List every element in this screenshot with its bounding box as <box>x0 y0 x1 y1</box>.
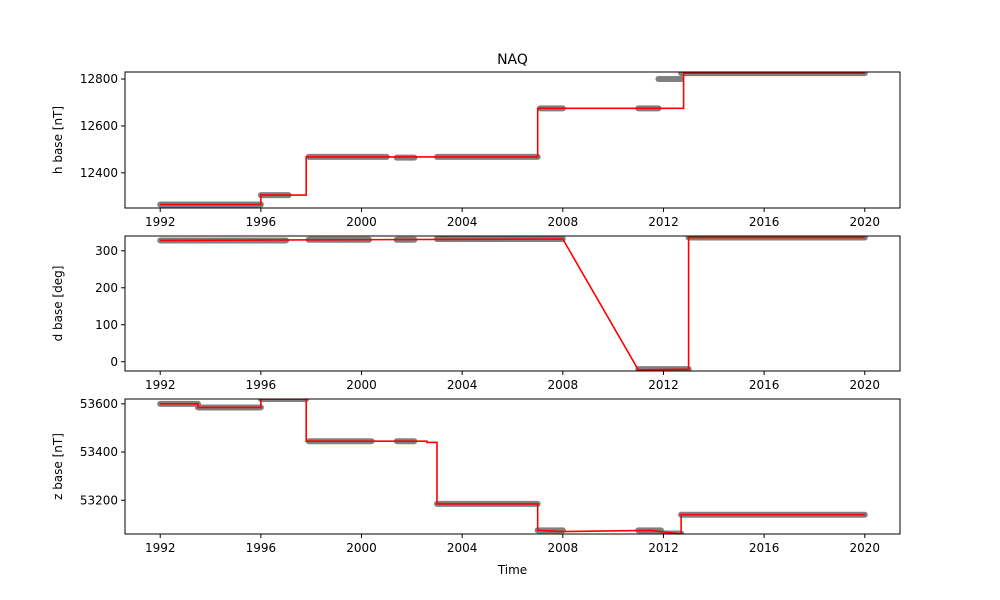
d-y-tick-label-300: 300 <box>95 244 118 258</box>
d-y-tick-label-100: 100 <box>95 318 118 332</box>
z-x-tick-label-2000: 2000 <box>346 541 377 555</box>
h-axes-frame <box>124 71 901 209</box>
d-x-tick-label-1996: 1996 <box>246 378 277 392</box>
z-x-tick-label-1996: 1996 <box>246 541 277 555</box>
h-x-tick-label-2008: 2008 <box>548 215 579 229</box>
h-x-tick-label-2000: 2000 <box>346 215 377 229</box>
z-y-tick-label-53600: 53600 <box>80 397 118 411</box>
d-y-axis-label: d base [deg] <box>51 266 65 342</box>
h-x-tick-label-1992: 1992 <box>145 215 176 229</box>
d-x-tick-label-2012: 2012 <box>648 378 679 392</box>
h-x-tick-label-2016: 2016 <box>749 215 780 229</box>
z-y-tick-label-53200: 53200 <box>80 493 118 507</box>
panel-d-base: 1992 1996 2000 2004 2008 2012 2016 2020 0 100 200 3… <box>51 235 901 392</box>
z-y-axis-label: z base [nT] <box>51 433 65 500</box>
h-x-tick-label-2004: 2004 <box>447 215 478 229</box>
z-y-tick-label-53400: 53400 <box>80 445 118 459</box>
h-y-tick-label-12400: 12400 <box>80 166 118 180</box>
z-x-tick-label-2008: 2008 <box>548 541 579 555</box>
panel-h-base: 1992 1996 2000 2004 2008 2012 2016 2020 12400 126… <box>51 71 901 229</box>
z-x-tick-label-2016: 2016 <box>749 541 780 555</box>
d-axes-frame <box>124 235 901 372</box>
z-x-tick-label-2004: 2004 <box>447 541 478 555</box>
h-plot-area <box>157 72 868 208</box>
d-x-tick-label-1992: 1992 <box>145 378 176 392</box>
h-y-axis-label: h base [nT] <box>51 106 65 174</box>
h-x-tick-label-2012: 2012 <box>648 215 679 229</box>
d-x-tick-label-2016: 2016 <box>749 378 780 392</box>
z-plot-area <box>157 399 868 534</box>
d-y-tick-label-200: 200 <box>95 281 118 295</box>
z-axes-frame <box>124 398 901 535</box>
z-x-tick-label-1992: 1992 <box>145 541 176 555</box>
z-fit-line <box>160 399 865 534</box>
h-x-tick-label-2020: 2020 <box>849 215 880 229</box>
chart-title: NAQ <box>497 52 528 68</box>
d-x-tick-label-2000: 2000 <box>346 378 377 392</box>
z-x-tick-label-2012: 2012 <box>648 541 679 555</box>
d-x-tick-label-2020: 2020 <box>849 378 880 392</box>
d-fit-line <box>160 236 865 371</box>
panel-z-base: 1992 1996 2000 2004 2008 2012 2016 2020 53200 534… <box>51 397 901 555</box>
h-x-tick-label-1996: 1996 <box>246 215 277 229</box>
z-x-tick-label-2020: 2020 <box>849 541 880 555</box>
x-axis-label: Time <box>497 563 527 577</box>
h-y-tick-label-12800: 12800 <box>80 72 118 86</box>
h-fit-line <box>160 72 865 206</box>
h-y-tick-label-12600: 12600 <box>80 119 118 133</box>
d-x-tick-label-2008: 2008 <box>548 378 579 392</box>
d-x-tick-label-2004: 2004 <box>447 378 478 392</box>
d-plot-area <box>157 236 868 371</box>
d-y-tick-label-0: 0 <box>110 355 118 369</box>
